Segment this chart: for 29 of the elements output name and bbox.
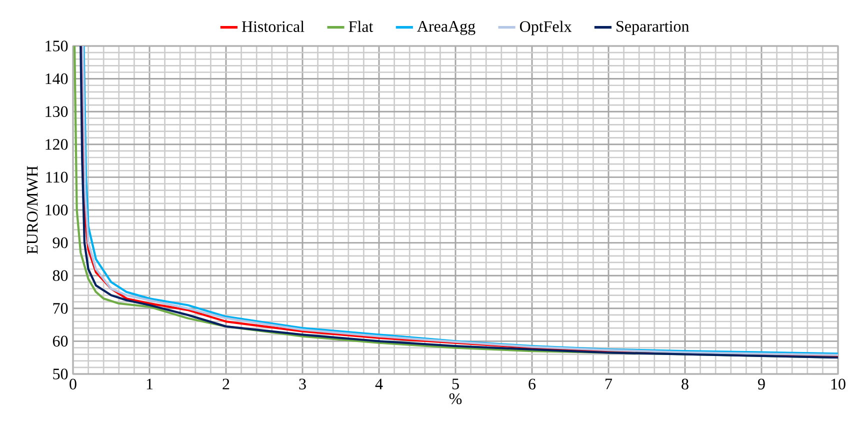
y-tick-label: 50 <box>53 368 68 380</box>
y-tick-label: 100 <box>46 204 68 216</box>
x-tick-label: 5 <box>452 378 459 390</box>
y-tick-label: 120 <box>46 138 68 150</box>
legend-label: Flat <box>348 20 374 32</box>
y-tick-label: 80 <box>52 270 68 281</box>
x-tick-label: 9 <box>758 378 765 390</box>
legend-label: Historical <box>242 20 304 32</box>
x-tick-label: 4 <box>375 378 383 390</box>
y-tick-label: 140 <box>46 73 68 84</box>
y-tick-label: 150 <box>46 40 68 52</box>
legend-label: Separartion <box>616 20 690 35</box>
x-tick-label: 3 <box>299 378 306 390</box>
x-axis-title: % <box>449 393 462 404</box>
legend-label: OptFelx <box>520 20 572 36</box>
y-tick-label: 70 <box>53 302 68 314</box>
legend-label: AreaAgg <box>417 21 476 36</box>
x-tick-label: 7 <box>606 378 612 390</box>
y-tick-label: 130 <box>46 106 68 117</box>
x-tick-label: 6 <box>528 378 536 390</box>
y-axis-title: EURO/MWH <box>26 166 38 254</box>
x-tick-label: 2 <box>222 378 230 390</box>
y-tick-label: 90 <box>52 237 68 248</box>
x-tick-label: 0 <box>70 378 76 390</box>
y-tick-label: 110 <box>46 172 68 183</box>
x-tick-label: 1 <box>146 378 153 390</box>
x-tick-label: 10 <box>831 378 846 390</box>
x-tick-label: 8 <box>682 378 688 390</box>
y-tick-label: 60 <box>52 336 68 347</box>
